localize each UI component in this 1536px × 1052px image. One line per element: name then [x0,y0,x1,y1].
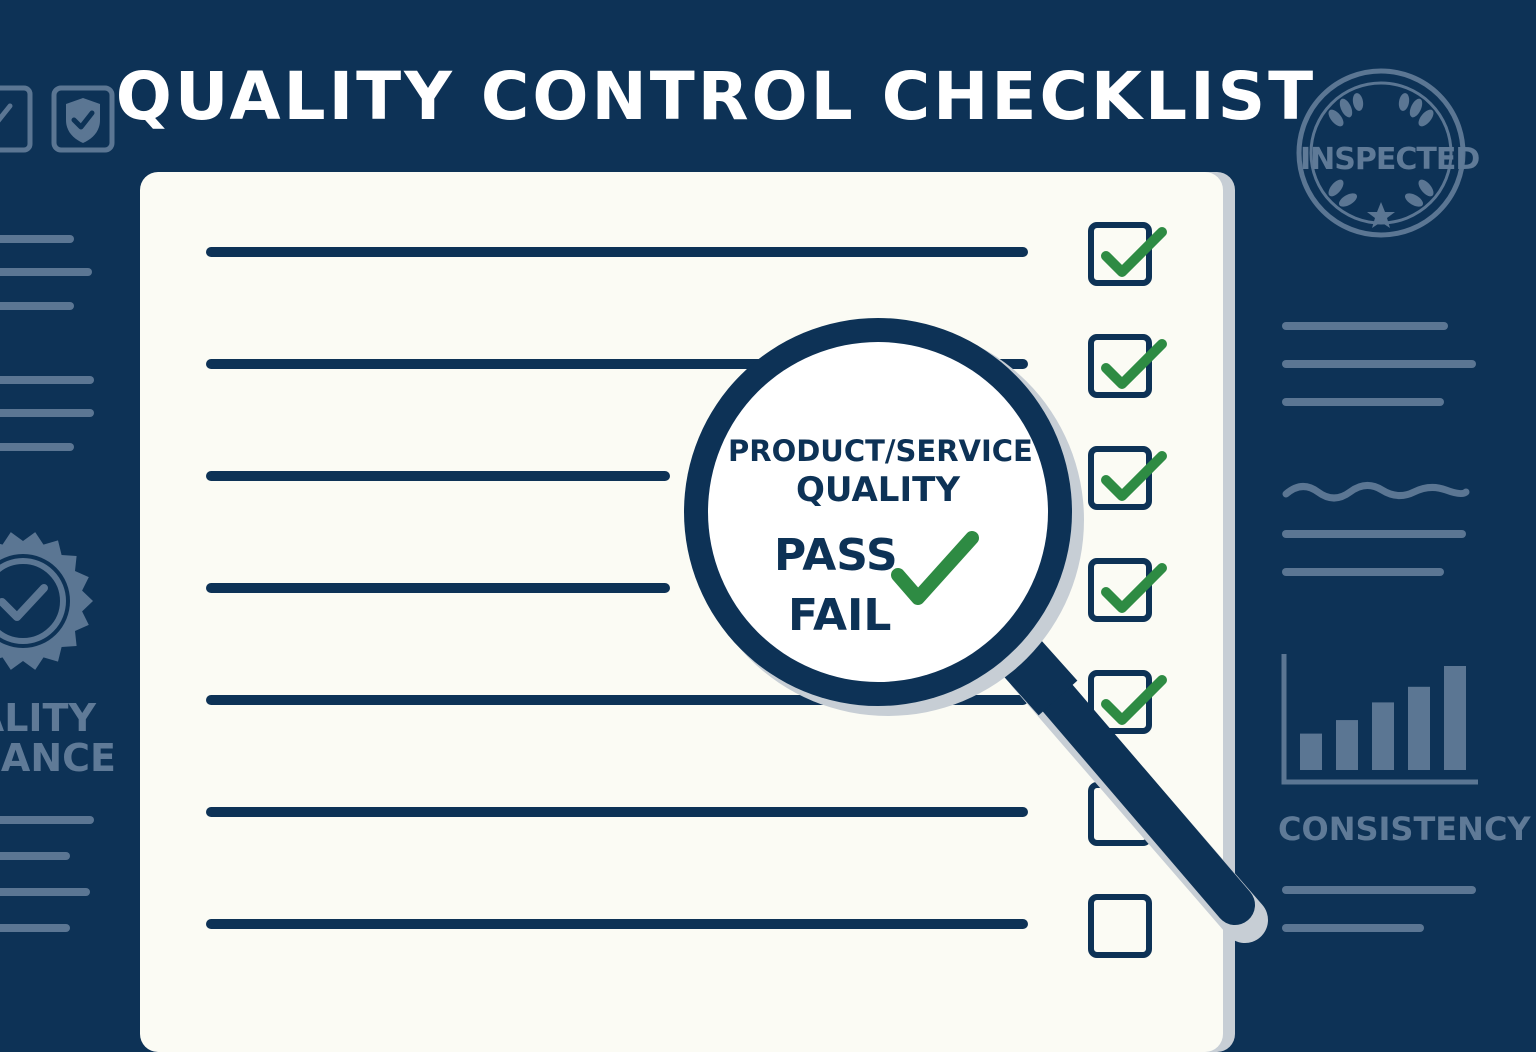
decor-line [0,302,74,310]
decor-line [1282,360,1476,368]
quality-assurance-line1: QUALITY [0,696,96,740]
quality-seal-icon [0,532,93,670]
decor-line [0,376,94,384]
decor-line [0,268,92,276]
checklist-item-line [206,583,670,593]
decor-line [0,443,74,451]
decor-line [0,852,70,860]
checkmark-icon [1101,339,1167,389]
decor-line [0,888,90,896]
checklist-item-line [206,807,1028,817]
lens-heading-line2: QUALITY [796,470,960,510]
consistency-label: CONSISTENCY [1278,810,1531,848]
decor-line [0,235,74,243]
decor-line [1282,398,1444,406]
bar-chart-icon [1281,654,1478,785]
lens-heading-line1: PRODUCT/SERVICE [728,434,1033,468]
checklist-item-line [206,471,670,481]
decor-line [1282,924,1424,932]
bar-chart-bar [1372,702,1394,770]
decor-line [0,409,94,417]
checkmark-icon [1101,451,1167,501]
decor-line [0,816,94,824]
bar-chart-bar [1444,666,1466,770]
wave-line [1282,482,1470,502]
decor-line [1282,886,1476,894]
decor-line [1282,322,1448,330]
inspected-stamp [1296,68,1466,238]
checklist-checkbox[interactable] [1088,894,1152,958]
checkmark-icon [1101,227,1167,277]
quality-assurance-line2: ASSURANCE [0,736,116,780]
bar-chart-bar [1408,686,1430,770]
checkbox-icon [0,85,33,153]
decor-line [1282,530,1466,538]
fail-label: FAIL [788,590,892,641]
shield-check-icon [51,85,115,153]
page-title: QUALITY CONTROL CHECKLIST [115,58,1317,135]
decor-line [1282,568,1444,576]
pass-label: PASS [774,530,898,581]
bar-chart-bar [1336,720,1358,770]
checklist-item-line [206,919,1028,929]
decor-line [0,924,70,932]
checklist-item-line [206,359,1028,369]
checklist-item-line [206,247,1028,257]
magnifying-glass-icon [684,318,1268,943]
checklist-item-line [206,695,1028,705]
inspected-stamp-label: INSPECTED [1300,142,1480,177]
checkmark-icon [1101,563,1167,613]
checkmark-icon [1101,675,1167,725]
bar-chart-bar [1300,733,1322,770]
